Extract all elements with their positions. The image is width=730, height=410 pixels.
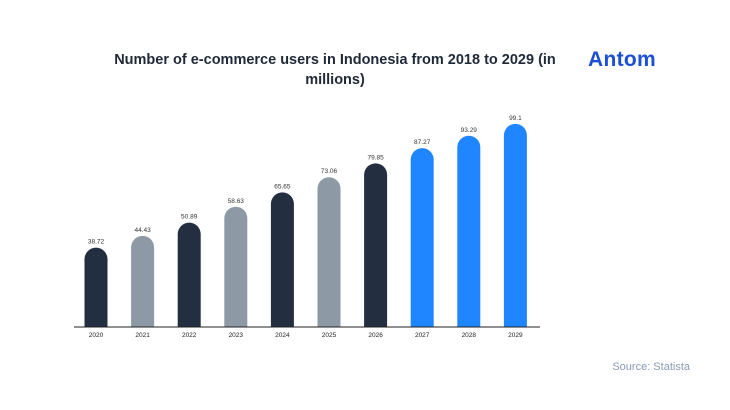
value-label-2022: 50.89 [181, 214, 198, 221]
bar-2023 [224, 206, 248, 327]
value-label-2021: 44.43 [134, 227, 151, 234]
x-tick-label-2029: 2029 [508, 332, 523, 339]
bar-2024 [270, 192, 294, 327]
x-tick-label-2023: 2023 [229, 332, 244, 339]
value-label-2024: 65.65 [274, 183, 291, 190]
bar-2021 [131, 235, 155, 327]
x-tick-label-2020: 2020 [89, 332, 104, 339]
source-note: Source: Statista [612, 361, 690, 373]
value-label-2029: 99.1 [509, 115, 522, 122]
chart-title: Number of e-commerce users in Indonesia … [114, 52, 556, 88]
x-tick-label-2025: 2025 [322, 332, 337, 339]
value-label-2028: 93.29 [461, 127, 478, 134]
value-label-2023: 58.63 [228, 198, 245, 205]
bar-2022 [177, 222, 201, 327]
x-tick-label-2022: 2022 [182, 332, 197, 339]
x-tick-label-2021: 2021 [135, 332, 150, 339]
brand-logo: Antom [588, 48, 656, 71]
value-label-2025: 73.06 [321, 168, 338, 175]
x-tick-label-2028: 2028 [462, 332, 477, 339]
bar-2029 [503, 123, 527, 328]
bar-2025 [317, 177, 341, 327]
bar-2026 [364, 163, 388, 327]
x-tick-label-2026: 2026 [368, 332, 383, 339]
bar-2020 [84, 247, 108, 327]
bars-layer [84, 123, 527, 328]
bar-2027 [410, 148, 434, 327]
value-label-2027: 87.27 [414, 139, 431, 146]
labels-layer: 38.72 2020 44.43 2021 50.89 2022 58.63 2023 65.6… [88, 115, 523, 339]
x-tick-label-2027: 2027 [415, 332, 430, 339]
value-label-2026: 79.85 [367, 154, 384, 161]
value-label-2020: 38.72 [88, 239, 105, 246]
bar-2028 [457, 135, 481, 327]
x-tick-label-2024: 2024 [275, 332, 290, 339]
